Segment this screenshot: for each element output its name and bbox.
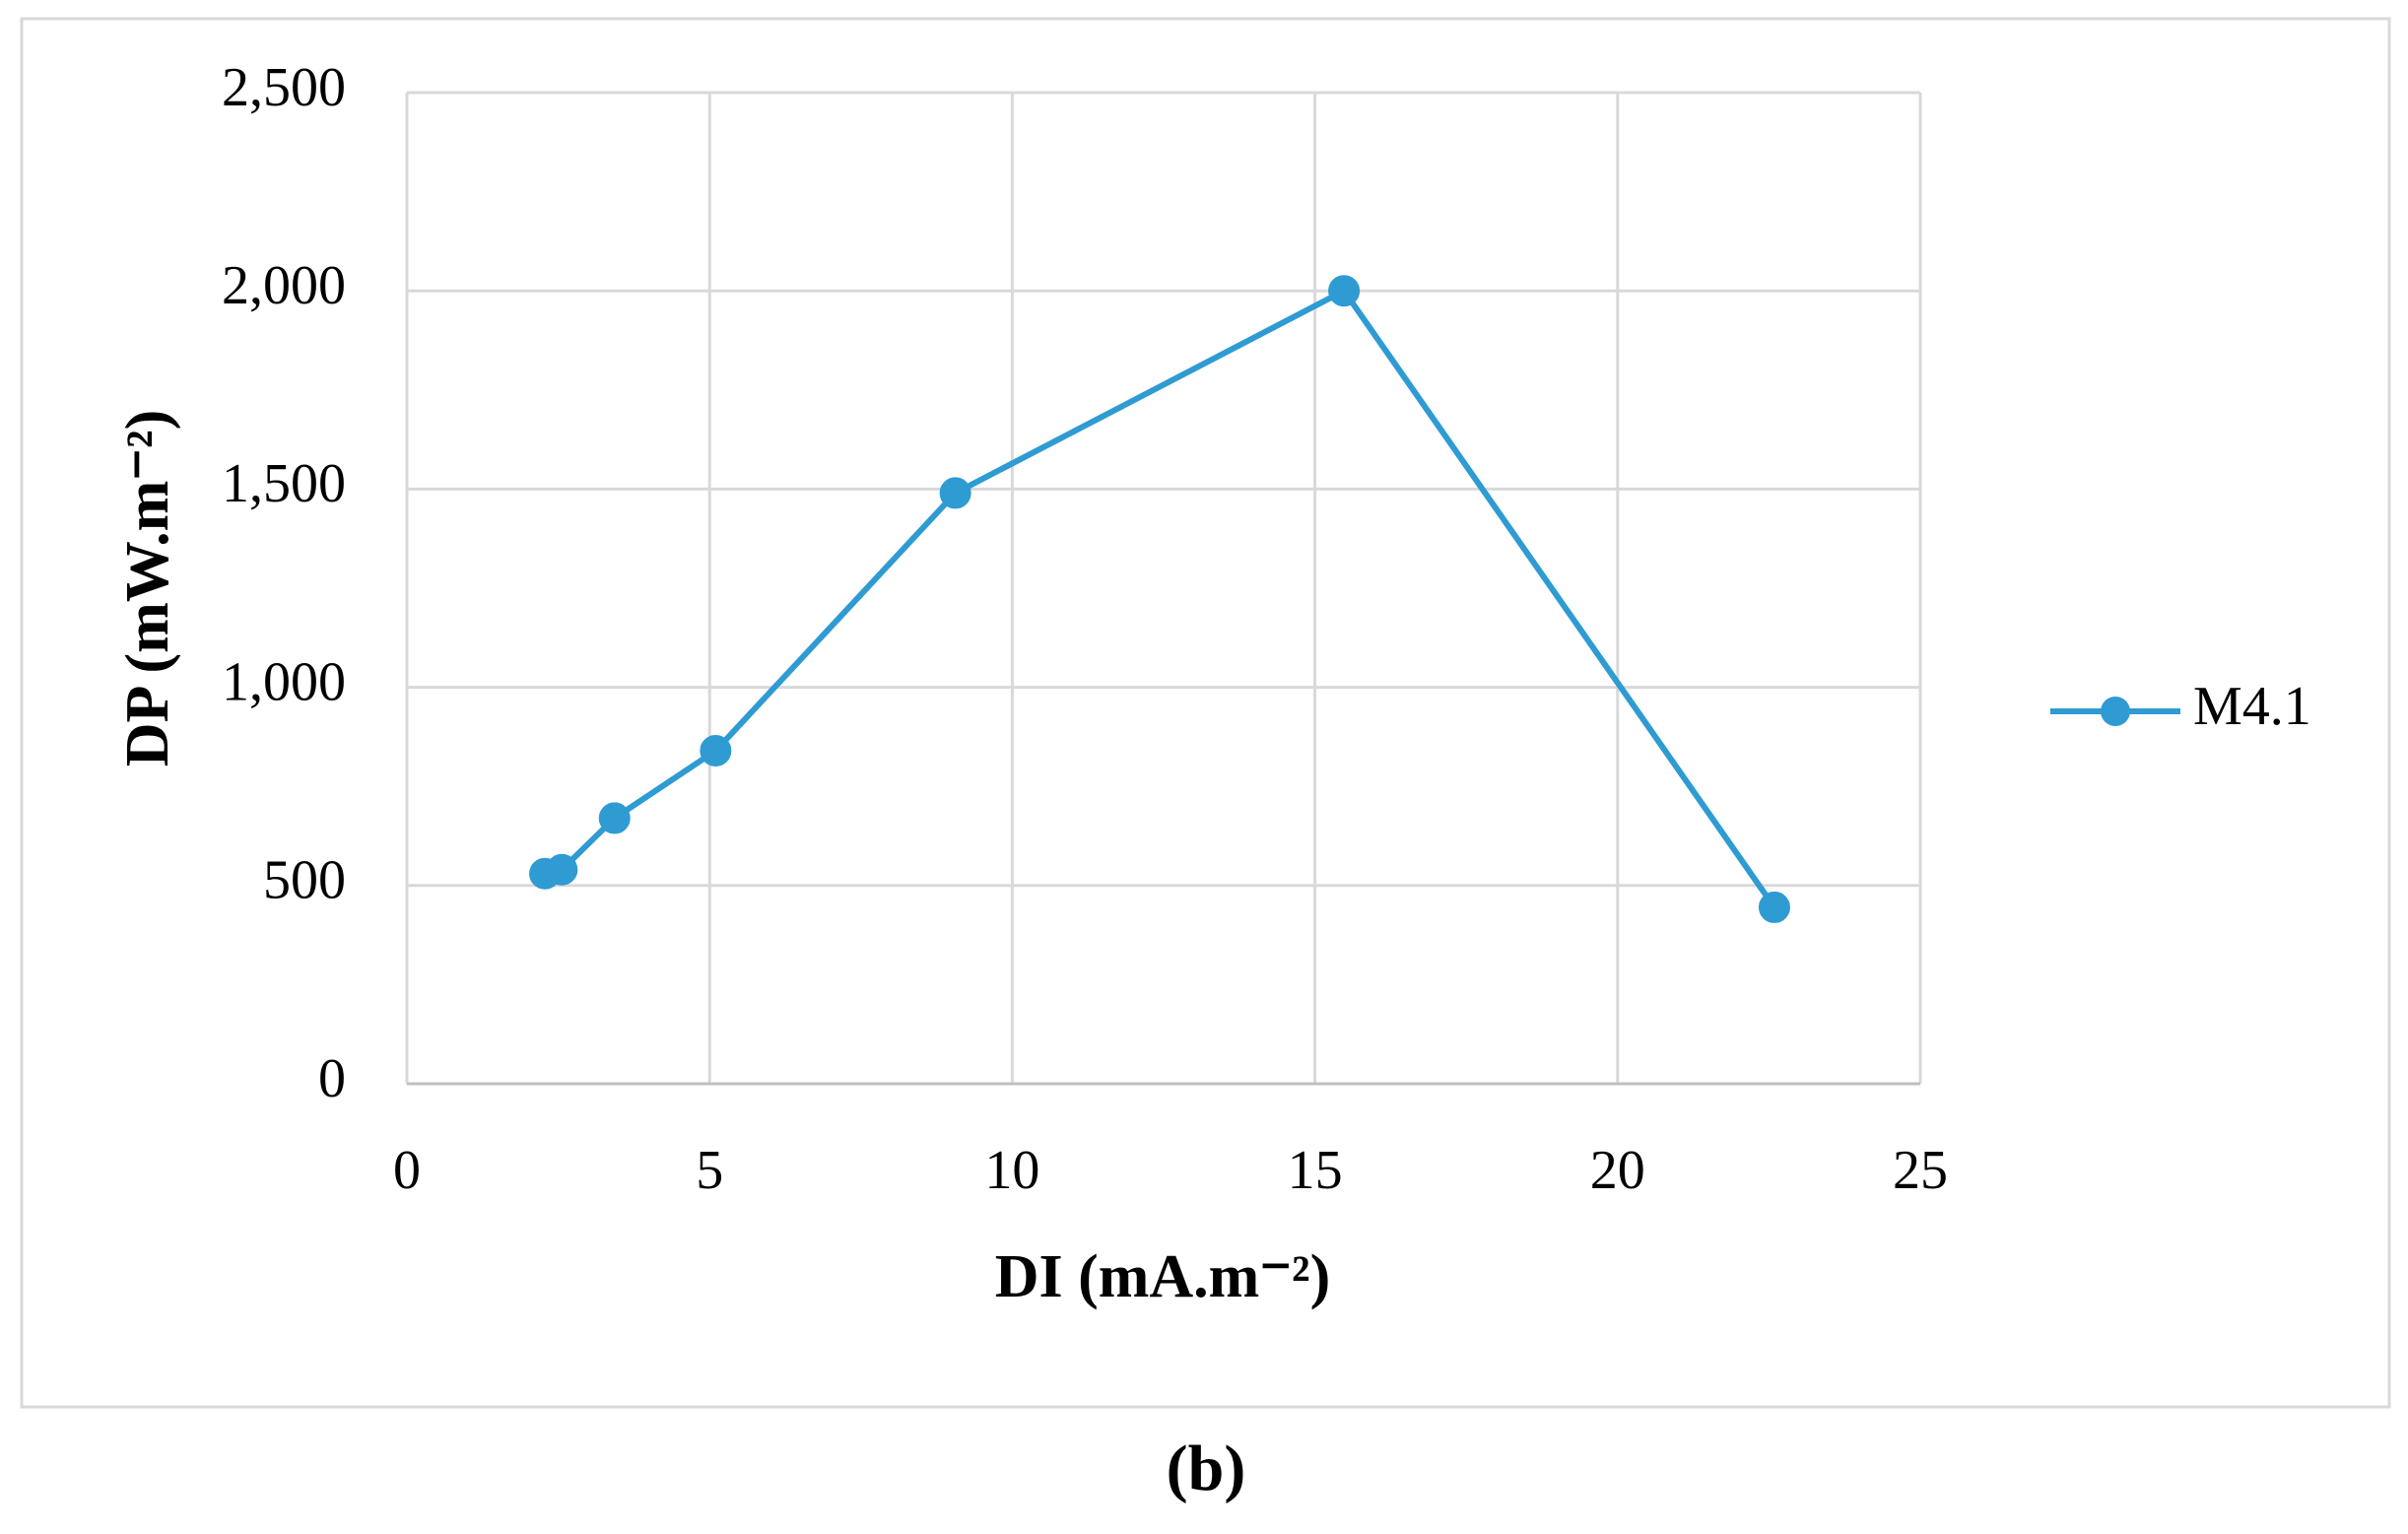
data-point xyxy=(1328,275,1361,307)
x-tick-label: 10 xyxy=(984,1140,1039,1201)
y-axis-label: DP (mW.m⁻²) xyxy=(114,410,181,767)
y-tick-label: 2,000 xyxy=(222,255,346,316)
data-point xyxy=(1758,891,1790,923)
x-axis-label: DI (mA.m⁻²) xyxy=(995,1243,1331,1310)
x-tick-label: 15 xyxy=(1288,1140,1343,1201)
y-tick-label: 1,500 xyxy=(222,453,346,514)
x-tick-label: 20 xyxy=(1590,1140,1645,1201)
y-tick-label: 0 xyxy=(318,1048,346,1109)
chart-frame xyxy=(20,17,2391,1409)
data-point xyxy=(939,477,971,509)
legend-label: M4.1 xyxy=(2193,676,2311,737)
caption: (b) xyxy=(1167,1433,1246,1504)
data-point xyxy=(546,853,578,886)
x-tick-label: 25 xyxy=(1893,1140,1948,1201)
y-tick-label: 500 xyxy=(263,850,346,911)
data-point xyxy=(700,734,732,767)
y-tick-label: 2,500 xyxy=(222,57,346,118)
x-tick-label: 5 xyxy=(696,1140,723,1201)
x-tick-label: 0 xyxy=(393,1140,421,1201)
y-tick-label: 1,000 xyxy=(222,651,346,712)
data-point xyxy=(598,802,631,834)
legend-marker xyxy=(2101,697,2130,726)
